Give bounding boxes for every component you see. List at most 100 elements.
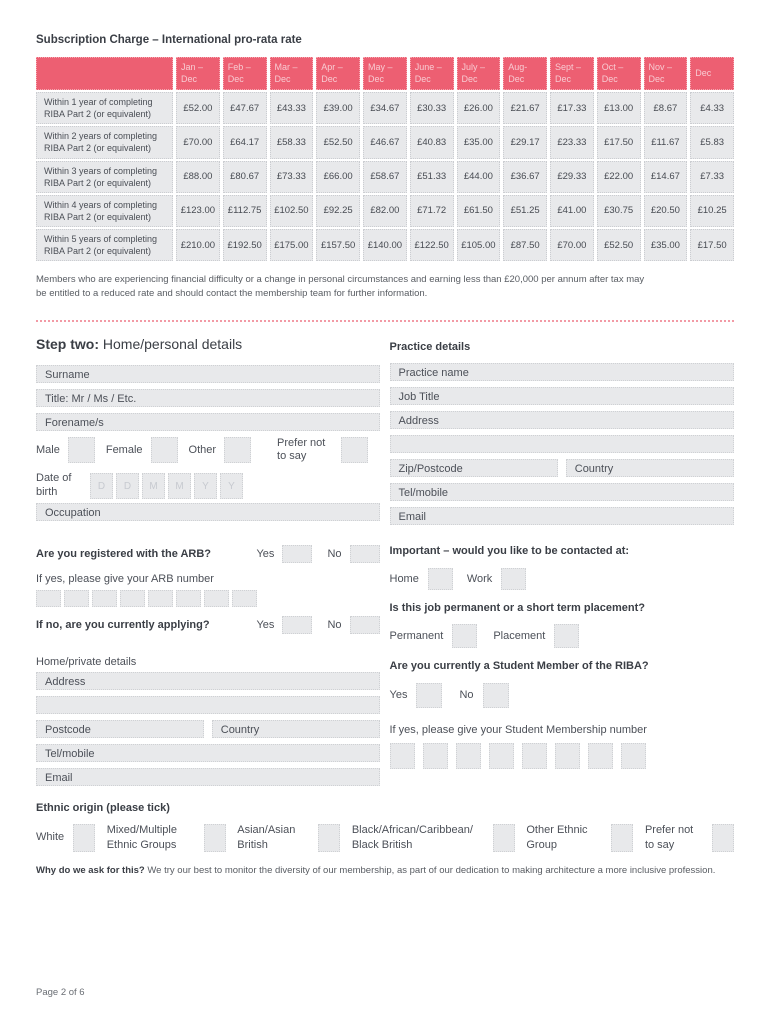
rate-cell: £88.00 bbox=[176, 160, 220, 193]
arb-number-box[interactable] bbox=[148, 589, 173, 607]
rate-cell: £29.17 bbox=[503, 126, 547, 159]
ethnic-option-prefer-not-to-say: Prefer not to say bbox=[645, 823, 734, 853]
gender-option-male: Male bbox=[36, 437, 95, 464]
home-address-field[interactable]: Address bbox=[36, 671, 380, 690]
rate-cell: £58.67 bbox=[363, 160, 407, 193]
dob-box-d[interactable]: D bbox=[116, 473, 139, 500]
student-number-box[interactable] bbox=[422, 742, 448, 769]
rate-cell: £14.67 bbox=[643, 160, 688, 193]
gender-option-other: Other bbox=[189, 437, 252, 464]
column-header: Mar – Dec bbox=[269, 57, 314, 90]
gender-other-checkbox[interactable] bbox=[224, 437, 252, 464]
contact-home-checkbox[interactable] bbox=[427, 567, 453, 590]
practice-address-field[interactable]: Address bbox=[389, 410, 734, 429]
student-no-checkbox[interactable] bbox=[482, 682, 509, 708]
rate-row: Within 3 years of completing RIBA Part 2… bbox=[36, 160, 734, 193]
practice-zip-field[interactable]: Zip/Postcode bbox=[389, 458, 558, 477]
permanent-checkbox[interactable] bbox=[452, 623, 478, 648]
rate-cell: £102.50 bbox=[269, 194, 314, 228]
student-yes-checkbox[interactable] bbox=[416, 682, 443, 708]
home-address-line2-field[interactable] bbox=[36, 695, 380, 714]
gender-prefer-not-to-say-checkbox[interactable] bbox=[341, 437, 369, 464]
rate-cell: £20.50 bbox=[643, 194, 688, 228]
rate-cell: £112.75 bbox=[222, 194, 267, 228]
home-postcode-field[interactable]: Postcode bbox=[36, 719, 204, 738]
gender-male-checkbox[interactable] bbox=[67, 437, 95, 464]
arb-number-box[interactable] bbox=[92, 589, 117, 607]
dob-box-m[interactable]: M bbox=[168, 473, 191, 500]
ethnic-asian-asian-british-label: Asian/Asian British bbox=[237, 823, 296, 851]
arb-applying-question: If no, are you currently applying? Yes N… bbox=[36, 615, 380, 634]
student-number-box[interactable] bbox=[488, 742, 514, 769]
contact-preference-heading: Important – would you like to be contact… bbox=[389, 544, 630, 557]
rate-cell: £26.00 bbox=[456, 92, 501, 125]
column-header: May – Dec bbox=[363, 57, 407, 90]
arb-applying-label: If no, are you currently applying? bbox=[36, 618, 210, 631]
ethnic-mixed-multiple-ethnic-groups-label: Mixed/Multiple Ethnic Groups bbox=[106, 823, 177, 851]
contact-work-checkbox[interactable] bbox=[501, 567, 527, 590]
dob-box-m[interactable]: M bbox=[142, 473, 165, 500]
dob-box-y[interactable]: Y bbox=[194, 473, 217, 500]
forename-field[interactable]: Forename/s bbox=[36, 412, 380, 431]
arb-yes-checkbox[interactable] bbox=[282, 544, 313, 563]
occupation-field[interactable]: Occupation bbox=[36, 502, 380, 521]
ethnic-prefer-not-to-say-checkbox[interactable] bbox=[711, 823, 734, 852]
rate-cell: £73.33 bbox=[269, 160, 314, 193]
placement-checkbox[interactable] bbox=[554, 623, 580, 648]
student-number-box[interactable] bbox=[389, 742, 415, 769]
rate-cell: £30.75 bbox=[596, 194, 641, 228]
gender-option-prefer-not-to-say: Prefer not to say bbox=[277, 437, 369, 464]
student-number-box[interactable] bbox=[455, 742, 481, 769]
student-number-box[interactable] bbox=[587, 742, 613, 769]
job-title-field[interactable]: Job Title bbox=[389, 386, 734, 405]
arb-number-box[interactable] bbox=[120, 589, 145, 607]
row-label: Within 5 years of completing RIBA Part 2… bbox=[36, 229, 173, 262]
rate-cell: £58.33 bbox=[269, 126, 314, 159]
applying-yes-checkbox[interactable] bbox=[282, 615, 313, 634]
arb-number-box[interactable] bbox=[204, 589, 229, 607]
arb-number-box[interactable] bbox=[232, 589, 257, 607]
row-label: Within 1 year of completing RIBA Part 2 … bbox=[36, 92, 173, 125]
home-country-field[interactable]: Country bbox=[211, 719, 380, 738]
rate-cell: £41.00 bbox=[550, 194, 594, 228]
gender-female-checkbox[interactable] bbox=[150, 437, 178, 464]
arb-no-checkbox[interactable] bbox=[349, 544, 380, 563]
rate-cell: £46.67 bbox=[363, 126, 407, 159]
column-header: Oct – Dec bbox=[596, 57, 641, 90]
arb-number-box[interactable] bbox=[176, 589, 201, 607]
dob-box-y[interactable]: Y bbox=[220, 473, 243, 500]
rate-cell: £51.25 bbox=[503, 194, 547, 228]
practice-country-field[interactable]: Country bbox=[565, 458, 734, 477]
rate-cell: £175.00 bbox=[269, 229, 314, 262]
practice-name-field[interactable]: Practice name bbox=[389, 362, 734, 381]
rate-cell: £36.67 bbox=[503, 160, 547, 193]
rate-cell: £70.00 bbox=[176, 126, 220, 159]
ethnic-other-ethnic-group-checkbox[interactable] bbox=[611, 823, 634, 852]
rate-cell: £123.00 bbox=[176, 194, 220, 228]
ethnic-white-label: White bbox=[36, 831, 65, 844]
ethnic-white-checkbox[interactable] bbox=[73, 823, 96, 852]
arb-number-box[interactable] bbox=[64, 589, 89, 607]
surname-field[interactable]: Surname bbox=[36, 364, 380, 383]
applying-no-checkbox[interactable] bbox=[349, 615, 380, 634]
rate-cell: £35.00 bbox=[643, 229, 688, 262]
ethnic-mixed-multiple-ethnic-groups-checkbox[interactable] bbox=[203, 823, 226, 852]
home-tel-field[interactable]: Tel/mobile bbox=[36, 743, 380, 762]
column-header: Dec bbox=[690, 57, 734, 90]
dob-box-d[interactable]: D bbox=[90, 473, 113, 500]
student-number-box[interactable] bbox=[620, 742, 646, 769]
rate-row: Within 5 years of completing RIBA Part 2… bbox=[36, 229, 734, 262]
diversity-note-text: We try our best to monitor the diversity… bbox=[144, 864, 716, 876]
title-field[interactable]: Title: Mr / Ms / Etc. bbox=[36, 388, 380, 407]
student-number-box[interactable] bbox=[521, 742, 547, 769]
ethnic-black-african-caribbean-black-british-checkbox[interactable] bbox=[492, 823, 515, 852]
practice-tel-field[interactable]: Tel/mobile bbox=[389, 482, 734, 501]
rate-cell: £5.83 bbox=[690, 126, 734, 159]
practice-email-field[interactable]: Email bbox=[389, 506, 734, 525]
ethnic-asian-asian-british-checkbox[interactable] bbox=[318, 823, 341, 852]
arb-number-box[interactable] bbox=[36, 589, 61, 607]
practice-address-line2-field[interactable] bbox=[389, 434, 734, 453]
rate-cell: £47.67 bbox=[222, 92, 267, 125]
student-number-box[interactable] bbox=[554, 742, 580, 769]
home-email-field[interactable]: Email bbox=[36, 767, 380, 786]
